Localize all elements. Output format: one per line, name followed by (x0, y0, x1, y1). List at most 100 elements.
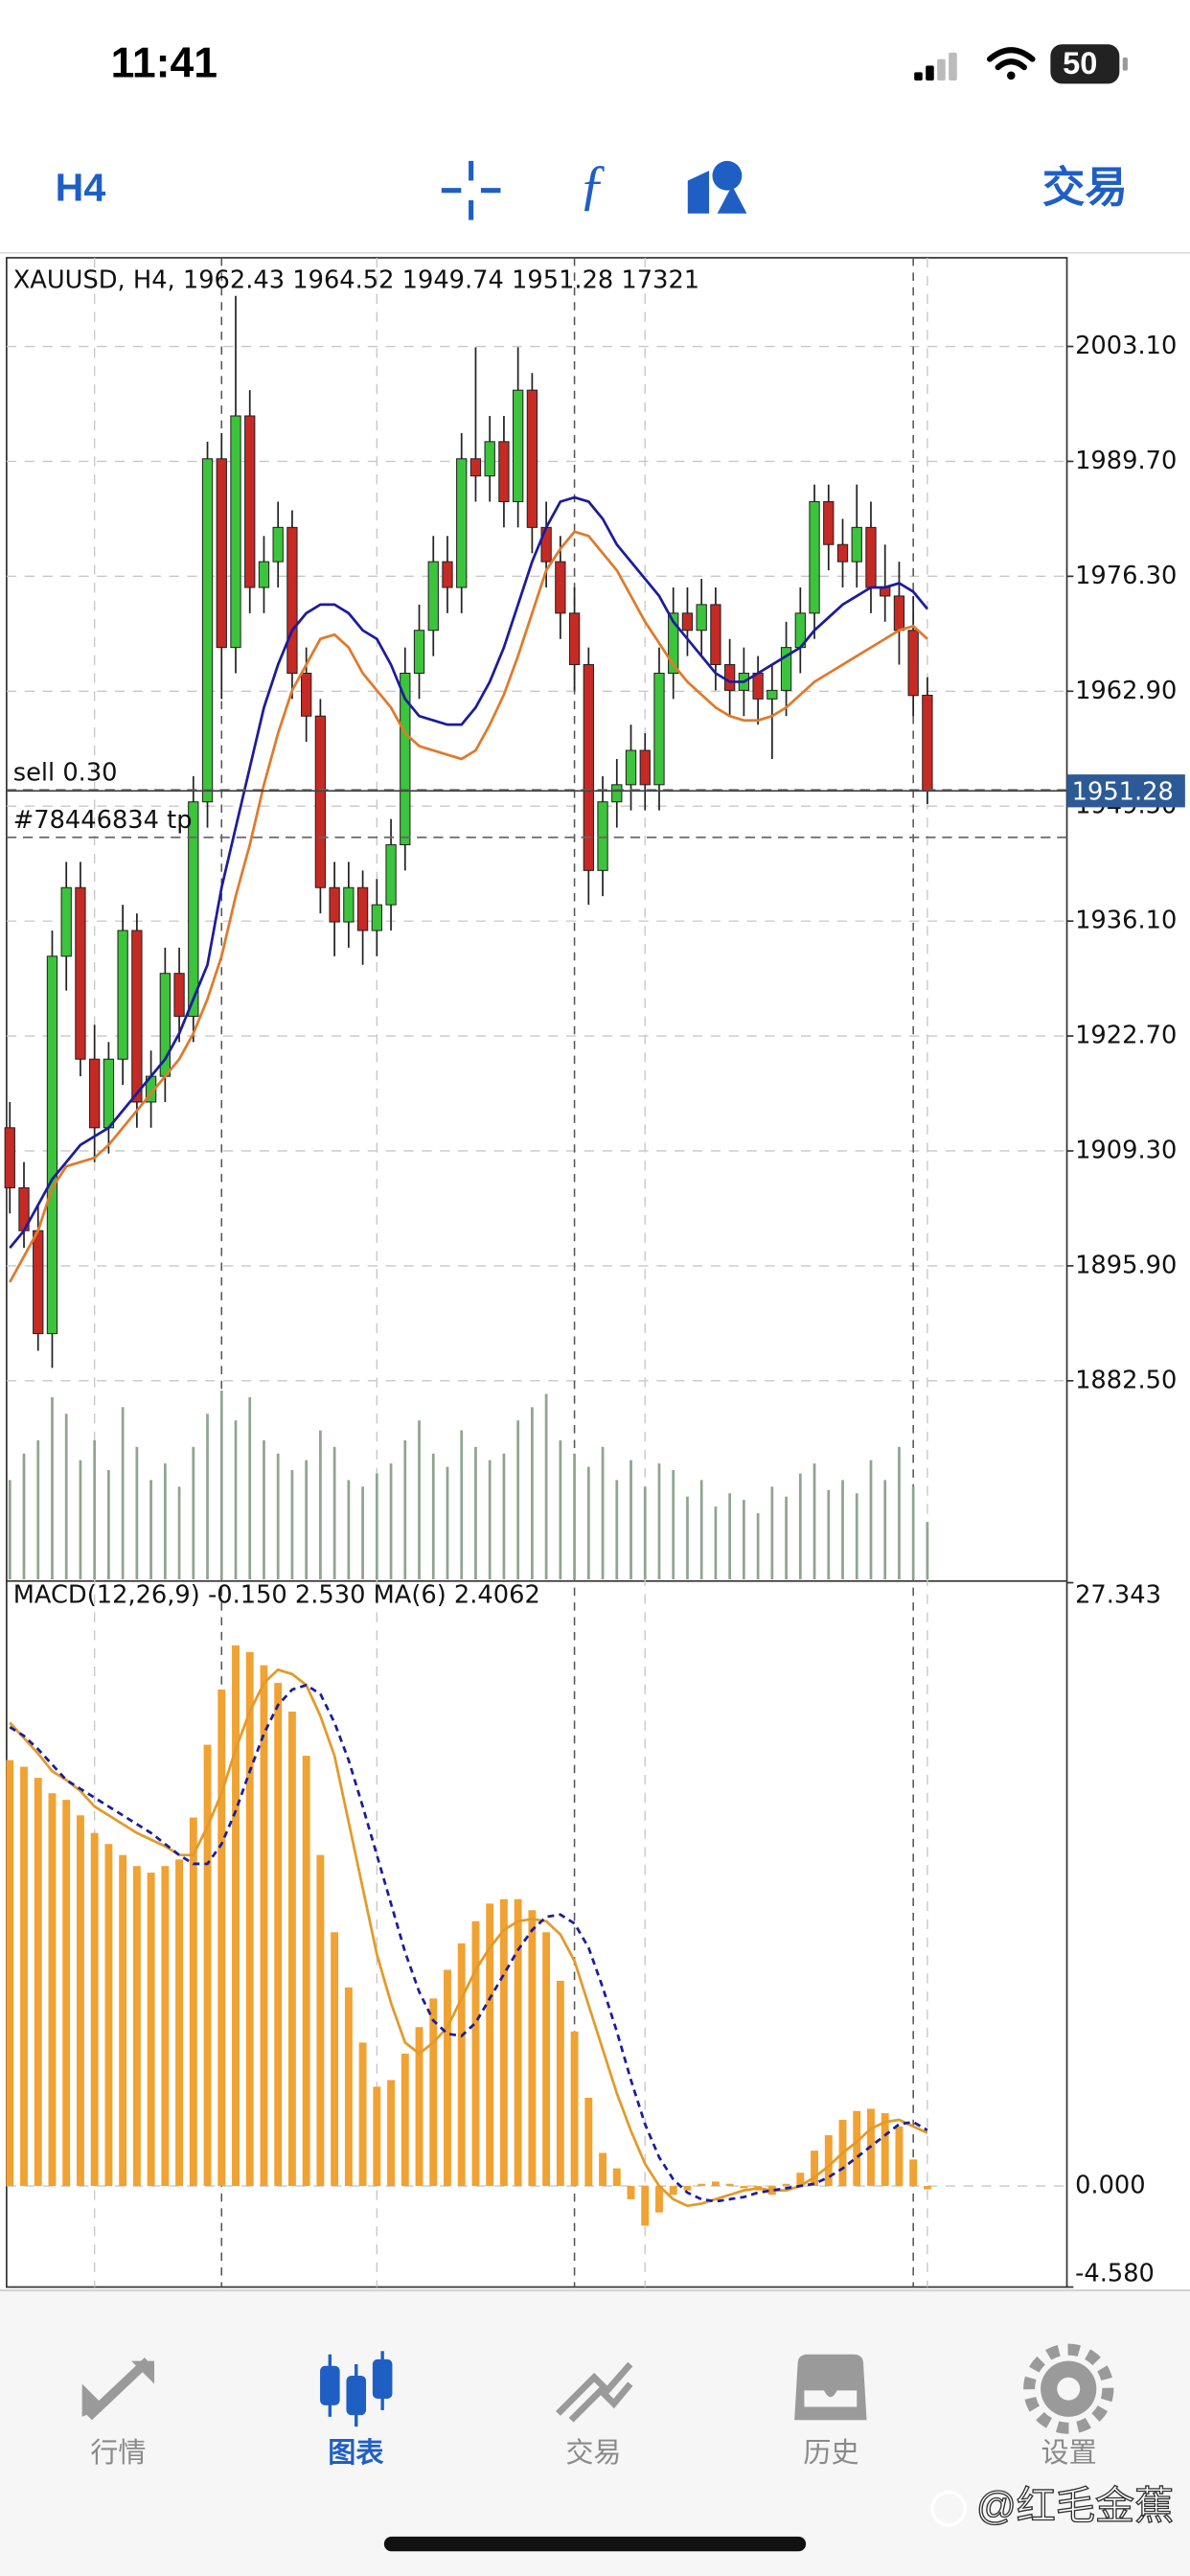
candle-body (216, 458, 227, 649)
candle-body (442, 561, 453, 588)
macd-bar (853, 2110, 861, 2187)
macd-bar (725, 2183, 734, 2187)
volume-bar (263, 1439, 265, 1580)
tab-label[interactable]: 图表 (328, 2437, 384, 2469)
macd-bar (189, 1817, 197, 2187)
candle-body (526, 389, 538, 528)
y-tick-label: 27.343 (1075, 1581, 1161, 1610)
candle-body (173, 973, 185, 1017)
macd-bar (655, 2186, 663, 2213)
timeframe-button[interactable]: H4 (56, 166, 106, 210)
y-tick-label: -4.580 (1075, 2259, 1155, 2288)
macd-bar (132, 1866, 141, 2187)
crosshair-button[interactable] (441, 160, 501, 220)
candle-body (780, 647, 792, 691)
macd-bar (358, 2042, 367, 2187)
y-tick-label: 1895.90 (1075, 1251, 1177, 1279)
volume-bar (319, 1430, 322, 1580)
volume-bar (657, 1463, 661, 1580)
macd-bar (104, 1844, 113, 2187)
volume-bar (728, 1493, 732, 1580)
macd-bar (119, 1854, 127, 2187)
candle-body (314, 715, 327, 888)
volume-bar (389, 1463, 393, 1580)
macd-bar (457, 1943, 466, 2187)
tab-label[interactable]: 交易 (565, 2437, 621, 2469)
candle-body (286, 526, 298, 674)
wifi-icon (987, 47, 1036, 80)
volume-bar (601, 1446, 605, 1580)
macd-bar (217, 1690, 226, 2187)
volume-bar (36, 1439, 40, 1580)
volume-bar (855, 1493, 858, 1580)
macd-bar (499, 1898, 508, 2187)
candle-body (371, 904, 382, 932)
candle-body (611, 784, 623, 803)
candle-body (723, 664, 736, 691)
indicators-button[interactable]: ƒ (579, 153, 606, 216)
volume-bar (163, 1463, 167, 1580)
volume-bar (64, 1414, 68, 1580)
volume-bar (756, 1512, 760, 1580)
battery-level: 50 (1063, 46, 1097, 80)
macd-bar (6, 1760, 14, 2187)
candle-body (103, 1058, 115, 1129)
candle-body (356, 886, 369, 932)
macd-line (9, 1683, 928, 2203)
volume-bar (643, 1486, 647, 1580)
volume-bar (107, 1470, 110, 1580)
y-tick-label: 1976.30 (1075, 562, 1177, 590)
candle-body (89, 1058, 101, 1129)
volume-bar (51, 1396, 54, 1580)
macd-bar (740, 2186, 748, 2189)
candle-body (583, 664, 594, 871)
macd-bar (895, 2126, 904, 2187)
quotes-icon (81, 2358, 155, 2421)
candle-body (513, 389, 524, 503)
volume-bar (770, 1486, 774, 1580)
volume-bar (248, 1396, 252, 1580)
candle-body (597, 801, 608, 871)
tab-label[interactable]: 设置 (1041, 2438, 1096, 2469)
trade-button[interactable]: 交易 (1042, 164, 1128, 211)
volume-bar (827, 1489, 831, 1580)
volume-bar (418, 1420, 421, 1580)
chart-icon (320, 2351, 393, 2427)
tab-label[interactable]: 行情 (90, 2437, 146, 2469)
macd-bar (881, 2113, 889, 2187)
volume-bar (431, 1453, 435, 1580)
candle-body (456, 458, 468, 588)
candle-body (46, 955, 58, 1335)
y-tick-label: 1882.50 (1075, 1366, 1177, 1394)
volume-bar (474, 1446, 477, 1580)
macd-bar (344, 1987, 353, 2187)
candle-body (922, 694, 933, 792)
candle-body (836, 543, 849, 563)
macd-bar (698, 2183, 706, 2187)
macd-bar (245, 1651, 254, 2187)
macd-bar (923, 2186, 931, 2190)
candle-body (469, 458, 482, 477)
macd-bar (683, 2186, 692, 2191)
macd-bar (612, 2168, 621, 2187)
candle-body (301, 672, 312, 717)
candle-body (639, 749, 651, 786)
volume-bar (841, 1480, 844, 1580)
objects-button[interactable] (687, 160, 747, 214)
macd-bar (627, 2186, 635, 2199)
macd-bar (90, 1832, 99, 2187)
macd-bar (161, 1866, 170, 2187)
signal-icon (914, 52, 957, 80)
tab-label[interactable]: 历史 (803, 2437, 858, 2469)
volume-bar (79, 1460, 82, 1580)
volume-bar (361, 1486, 364, 1580)
volume-bar (502, 1453, 506, 1580)
price-tag-label: 1951.28 (1072, 777, 1174, 806)
macd-bar (331, 1932, 339, 2187)
battery-icon (1050, 44, 1120, 84)
candle-body (244, 415, 256, 588)
volume-bar (898, 1446, 901, 1580)
volume-bar (8, 1480, 11, 1580)
macd-header: MACD(12,26,9) -0.150 2.530 MA(6) 2.4062 (13, 1581, 540, 1610)
